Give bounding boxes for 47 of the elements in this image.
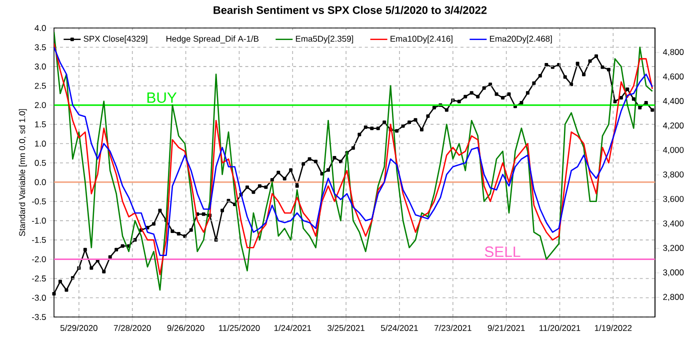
y-tick-label: -0.5 bbox=[32, 198, 46, 204]
x-tick-label: 11/20/2021 bbox=[540, 324, 580, 331]
y2-tick-label: 2,800 bbox=[663, 294, 684, 301]
chart-title: Bearish Sentiment vs SPX Close 5/1/2020 to 3/4/2022 bbox=[214, 6, 487, 14]
legend-label: Ema20Dy[2.468] bbox=[490, 36, 552, 44]
y-tick-label: 2.5 bbox=[34, 82, 46, 89]
ref-line-label: BUY bbox=[147, 92, 177, 103]
x-tick-label: 9/26/2020 bbox=[167, 324, 204, 331]
y-tick-label: 0.0 bbox=[34, 179, 46, 186]
x-tick-label: 1/24/2021 bbox=[274, 324, 312, 331]
legend-label: SPX Close[4329] bbox=[84, 36, 148, 44]
y2-tick-label: 4,800 bbox=[662, 49, 684, 56]
annotation: Hedge Spread_Dif A-1/B bbox=[166, 36, 259, 44]
y2-tick-label: 4,200 bbox=[662, 122, 684, 130]
y-tick-label: 1.5 bbox=[35, 121, 46, 128]
y2-tick-label: 3,200 bbox=[663, 244, 684, 252]
y2-tick-label: 4,400 bbox=[662, 98, 684, 105]
x-tick-label: 9/21/2021 bbox=[488, 324, 525, 331]
y-axis-title: Standard Variable [mn 0.0, sd 1.0] bbox=[18, 109, 27, 236]
y-tick-label: 3.5 bbox=[34, 44, 46, 50]
y2-tick-label: 3,600 bbox=[663, 196, 684, 203]
y-tick-label: -2.0 bbox=[32, 256, 46, 262]
y2-tick-label: 3,000 bbox=[663, 269, 684, 276]
y-tick-label: 0.5 bbox=[34, 160, 46, 166]
y-tick-label: 4.0 bbox=[34, 25, 46, 31]
y-tick-label: 2.0 bbox=[34, 102, 46, 108]
legend-label: Ema10Dy[2.416] bbox=[390, 36, 452, 44]
legend-label: Ema5Dy[2.359] bbox=[296, 36, 354, 44]
y2-tick-label: 4,000 bbox=[662, 146, 684, 154]
x-tick-label: 7/23/2021 bbox=[434, 324, 472, 331]
x-tick-label: 1/19/2022 bbox=[594, 324, 632, 331]
y2-tick-label: 3,800 bbox=[663, 171, 684, 178]
x-tick-label: 7/28/2020 bbox=[114, 324, 151, 331]
y-tick-label: -3.5 bbox=[32, 314, 46, 320]
y-tick-label: -2.5 bbox=[32, 275, 46, 282]
y-tick-label: 3.0 bbox=[34, 64, 46, 70]
y-tick-label: -1.5 bbox=[32, 236, 46, 243]
y2-tick-label: 4,600 bbox=[662, 73, 684, 80]
y2-tick-label: 3,400 bbox=[663, 220, 684, 228]
x-tick-label: 3/25/2021 bbox=[328, 324, 364, 331]
y-tick-label: -1.0 bbox=[32, 218, 46, 224]
x-tick-label: 5/29/2020 bbox=[60, 324, 98, 331]
x-tick-label: 11/25/2020 bbox=[218, 324, 260, 331]
y-tick-label: 1.0 bbox=[35, 140, 46, 147]
y-tick-label: -3.0 bbox=[32, 294, 46, 301]
ref-line-label: SELL bbox=[484, 246, 520, 257]
x-tick-label: 5/24/2021 bbox=[380, 324, 418, 331]
